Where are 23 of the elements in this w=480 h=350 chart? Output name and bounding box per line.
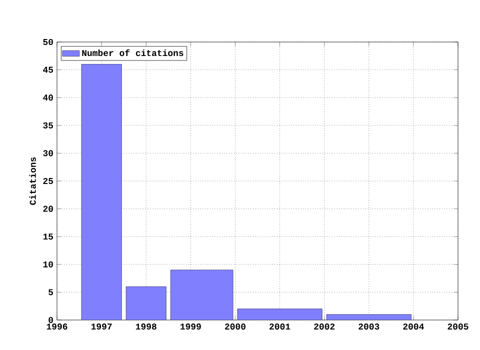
y-tick-label: 25 <box>43 178 54 184</box>
y-tick-label: 0 <box>48 316 53 324</box>
x-tick-label: 2004 <box>403 324 424 330</box>
y-tick-label: 30 <box>43 150 53 156</box>
x-tick-label: 2000 <box>224 324 246 330</box>
y-tick-label: 10 <box>43 261 53 268</box>
x-tick-label: 2003 <box>358 324 380 330</box>
x-tick-label: 2001 <box>270 324 290 330</box>
y-tick-label: 40 <box>43 94 53 101</box>
y-tick-label: 5 <box>48 289 54 296</box>
legend-label: Number of citations <box>82 49 184 56</box>
x-tick-label: 2005 <box>448 324 468 330</box>
y-axis-title: Citations <box>29 157 36 205</box>
x-tick-label: 2002 <box>314 324 335 330</box>
y-tick-label: 50 <box>43 38 53 46</box>
y-tick-label: 45 <box>43 66 54 73</box>
y-tick-label: 15 <box>43 234 54 240</box>
x-tick-label: 1998 <box>136 324 156 330</box>
y-tick-label: 35 <box>43 122 54 128</box>
x-tick-label: 1996 <box>46 324 68 330</box>
y-tick-label: 20 <box>43 206 53 212</box>
x-tick-label: 1999 <box>180 324 201 330</box>
x-tick-label: 1997 <box>91 324 112 330</box>
